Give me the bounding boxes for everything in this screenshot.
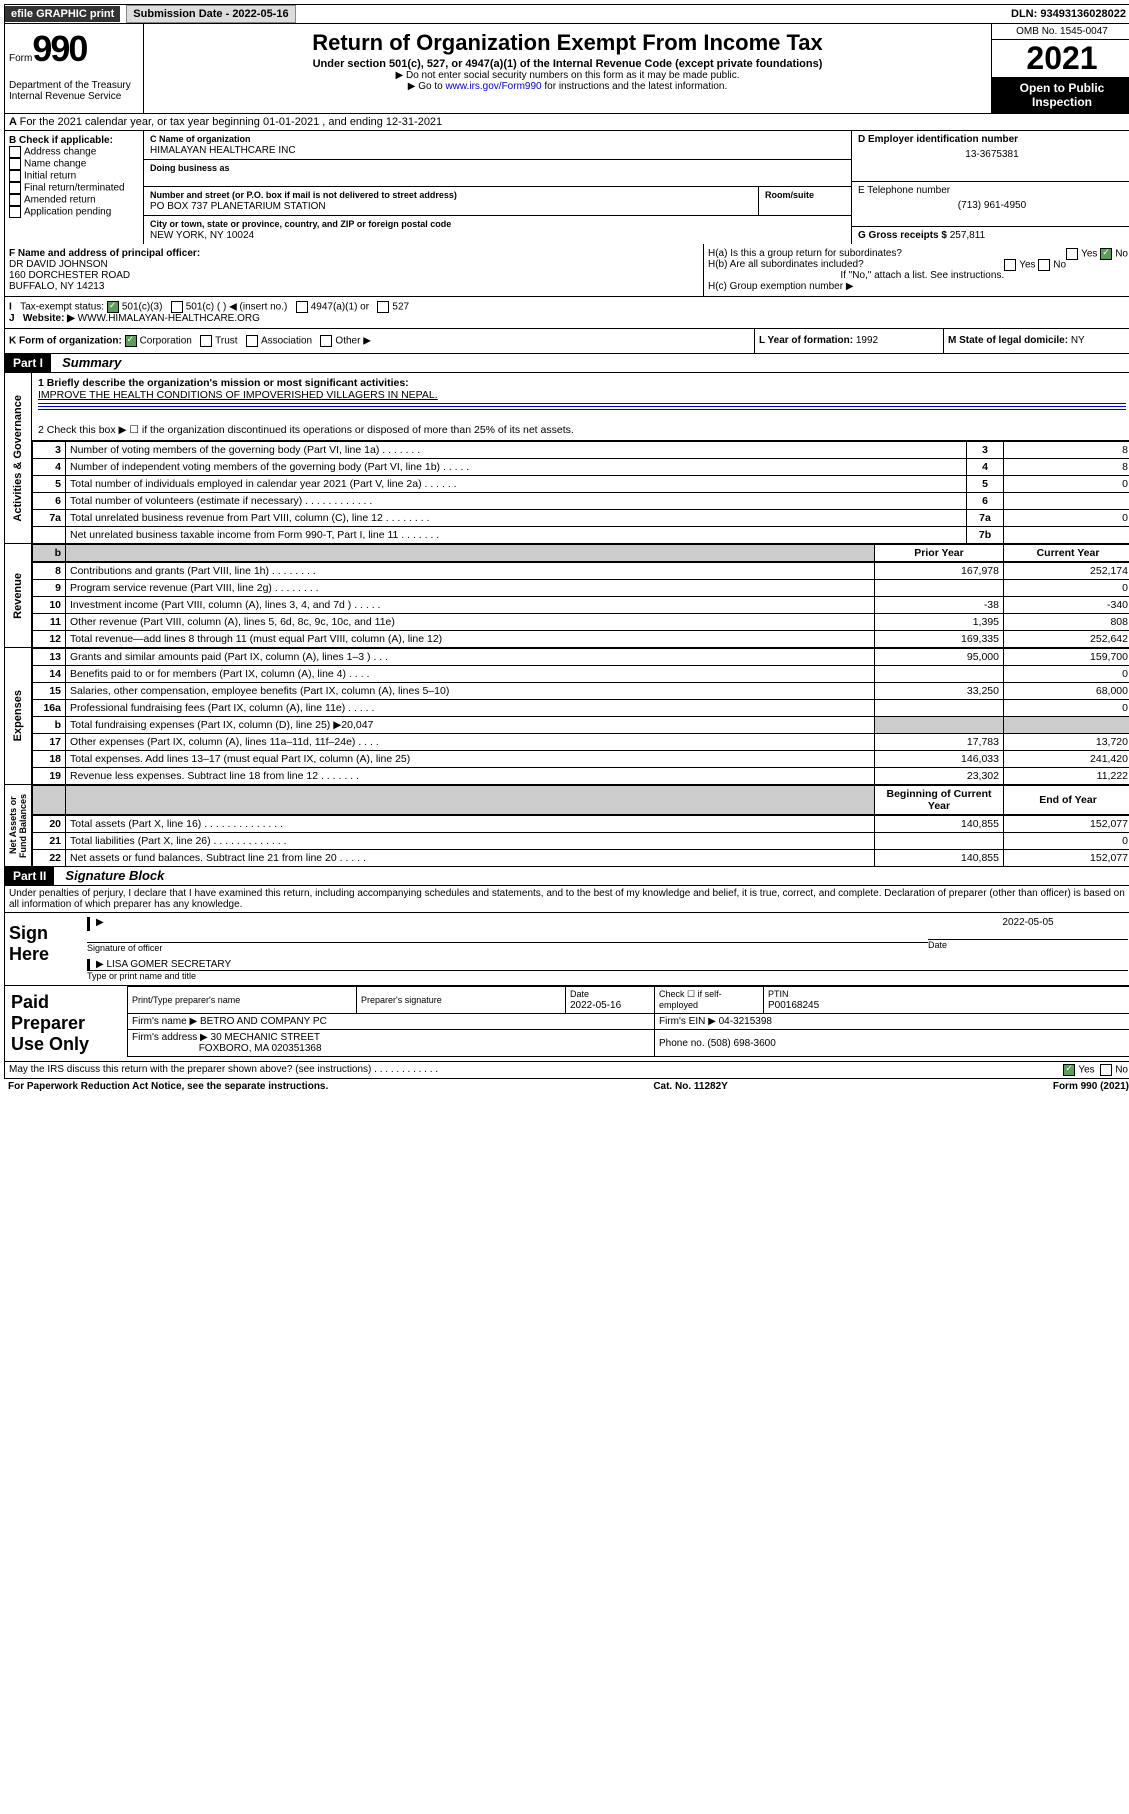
- org-name: HIMALAYAN HEALTHCARE INC: [150, 145, 296, 156]
- form-prefix: Form: [9, 53, 32, 64]
- line-a-tax-year: A For the 2021 calendar year, or tax yea…: [4, 114, 1129, 131]
- officer-group-row: F Name and address of principal officer:…: [4, 244, 1129, 297]
- part-1-netassets: Net Assets or Fund Balances Beginning of…: [4, 785, 1129, 867]
- part-2-title: Signature Block: [57, 868, 164, 883]
- form-header: Form990 Department of the Treasury Inter…: [4, 24, 1129, 114]
- form-title: Return of Organization Exempt From Incom…: [152, 30, 983, 56]
- part-1-governance: Activities & Governance 1 Briefly descri…: [4, 373, 1129, 544]
- efile-button[interactable]: efile GRAPHIC print: [5, 6, 120, 22]
- department-label: Department of the Treasury Internal Reve…: [9, 70, 139, 102]
- website-value: WWW.HIMALAYAN-HEALTHCARE.ORG: [78, 313, 260, 324]
- page-footer: For Paperwork Reduction Act Notice, see …: [4, 1079, 1129, 1094]
- penalty-statement: Under penalties of perjury, I declare th…: [4, 886, 1129, 913]
- open-public-badge: Open to Public Inspection: [992, 77, 1129, 113]
- top-toolbar: efile GRAPHIC print Submission Date - 20…: [4, 4, 1129, 24]
- omb-number: OMB No. 1545-0047: [992, 24, 1129, 40]
- ein-value: 13-3675381: [858, 145, 1126, 160]
- tax-year: 2021: [992, 40, 1129, 77]
- entity-info-grid: B Check if applicable: Address change Na…: [4, 131, 1129, 244]
- form-note-1: ▶ Do not enter social security numbers o…: [152, 70, 983, 81]
- box-b-checkboxes: B Check if applicable: Address change Na…: [5, 131, 144, 244]
- street-address: PO BOX 737 PLANETARIUM STATION: [150, 201, 326, 212]
- part-1-revenue: Revenue b Prior Year Current Year 8Contr…: [4, 544, 1129, 648]
- paid-preparer-block: Paid Preparer Use Only Print/Type prepar…: [4, 986, 1129, 1062]
- row-k-l-m: K Form of organization: Corporation Trus…: [4, 329, 1129, 354]
- part-1-header: Part I: [5, 354, 51, 372]
- phone-value: (713) 961-4950: [858, 196, 1126, 211]
- dln-label: DLN: 93493136028022: [1005, 6, 1129, 22]
- city-state-zip: NEW YORK, NY 10024: [150, 230, 254, 241]
- submission-date-button[interactable]: Submission Date - 2022-05-16: [126, 5, 295, 23]
- form-number: 990: [32, 28, 86, 69]
- instructions-link[interactable]: www.irs.gov/Form990: [445, 81, 541, 92]
- gross-receipts: 257,811: [950, 230, 985, 241]
- row-i-j: I Tax-exempt status: 501(c)(3) 501(c) ( …: [4, 297, 1129, 329]
- form-note-2: ▶ Go to www.irs.gov/Form990 for instruct…: [152, 81, 983, 92]
- irs-discuss-row: May the IRS discuss this return with the…: [4, 1062, 1129, 1079]
- part-1-expenses: Expenses 13Grants and similar amounts pa…: [4, 648, 1129, 785]
- sign-here-block: Sign Here ▶ Signature of officer 2022-05…: [4, 913, 1129, 986]
- form-subtitle: Under section 501(c), 527, or 4947(a)(1)…: [152, 58, 983, 70]
- part-2-header: Part II: [5, 867, 54, 885]
- part-1-title: Summary: [54, 355, 121, 370]
